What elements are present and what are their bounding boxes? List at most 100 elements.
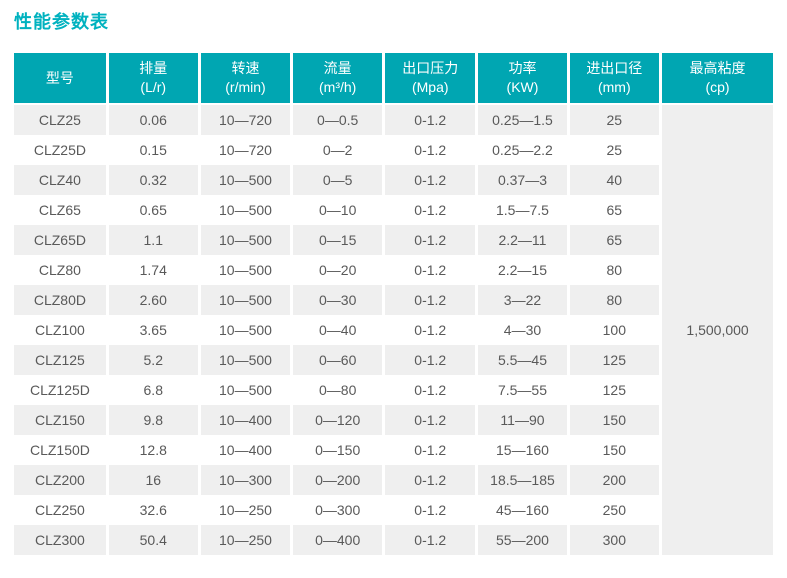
cell-speed: 10—500	[199, 315, 294, 345]
cell-flow: 0—20	[291, 255, 386, 285]
cell-diameter: 125	[568, 345, 663, 375]
cell-pressure: 0-1.2	[383, 405, 479, 435]
cell-pressure: 0-1.2	[383, 285, 479, 315]
cell-pressure: 0-1.2	[383, 195, 479, 225]
cell-power: 0.25—1.5	[476, 104, 570, 135]
cell-diameter: 250	[568, 495, 663, 525]
cell-power: 7.5—55	[476, 375, 570, 405]
cell-model: CLZ25D	[14, 135, 109, 165]
table-row: CLZ300 50.4 10—250 0—400 0-1.2 55—200 30…	[14, 525, 773, 555]
column-header-model: 型号	[14, 53, 109, 105]
cell-model: CLZ65	[14, 195, 109, 225]
cell-pressure: 0-1.2	[383, 435, 479, 465]
column-header-flow: 流量 (m³/h)	[291, 53, 386, 105]
column-header-port-diameter: 进出口径 (mm)	[568, 53, 663, 105]
cell-power: 18.5—185	[476, 465, 570, 495]
table-row: CLZ150 9.8 10—400 0—120 0-1.2 11—90 150	[14, 405, 773, 435]
cell-model: CLZ80	[14, 255, 109, 285]
header-row: 型号 排量 (L/r) 转速 (r/min) 流量 (m³/h) 出口压力 (Mpa) …	[14, 53, 773, 105]
cell-displacement: 0.32	[107, 165, 201, 195]
cell-max-viscosity: 1,500,000	[660, 104, 773, 555]
table-row: CLZ125 5.2 10—500 0—60 0-1.2 5.5—45 125	[14, 345, 773, 375]
cell-speed: 10—400	[199, 435, 294, 465]
cell-displacement: 0.15	[107, 135, 201, 165]
cell-speed: 10—500	[199, 285, 294, 315]
cell-pressure: 0-1.2	[383, 525, 479, 555]
cell-speed: 10—500	[199, 225, 294, 255]
cell-diameter: 150	[568, 405, 663, 435]
column-header-displacement: 排量 (L/r)	[107, 53, 201, 105]
cell-flow: 0—300	[291, 495, 386, 525]
cell-displacement: 5.2	[107, 345, 201, 375]
cell-power: 4—30	[476, 315, 570, 345]
cell-flow: 0—2	[291, 135, 386, 165]
cell-model: CLZ300	[14, 525, 109, 555]
cell-power: 1.5—7.5	[476, 195, 570, 225]
cell-displacement: 1.74	[107, 255, 201, 285]
table-row: CLZ250 32.6 10—250 0—300 0-1.2 45—160 25…	[14, 495, 773, 525]
table-row: CLZ100 3.65 10—500 0—40 0-1.2 4—30 100	[14, 315, 773, 345]
cell-flow: 0—120	[291, 405, 386, 435]
cell-pressure: 0-1.2	[383, 225, 479, 255]
table-row: CLZ80D 2.60 10—500 0—30 0-1.2 3—22 80	[14, 285, 773, 315]
cell-flow: 0—60	[291, 345, 386, 375]
cell-displacement: 50.4	[107, 525, 201, 555]
cell-diameter: 200	[568, 465, 663, 495]
cell-displacement: 0.65	[107, 195, 201, 225]
cell-pressure: 0-1.2	[383, 165, 479, 195]
cell-diameter: 65	[568, 195, 663, 225]
cell-diameter: 300	[568, 525, 663, 555]
cell-diameter: 65	[568, 225, 663, 255]
cell-displacement: 16	[107, 465, 201, 495]
cell-power: 55—200	[476, 525, 570, 555]
cell-flow: 0—15	[291, 225, 386, 255]
cell-model: CLZ65D	[14, 225, 109, 255]
cell-power: 45—160	[476, 495, 570, 525]
cell-diameter: 80	[568, 285, 663, 315]
cell-speed: 10—400	[199, 405, 294, 435]
cell-diameter: 100	[568, 315, 663, 345]
column-header-outlet-pressure: 出口压力 (Mpa)	[383, 53, 479, 105]
cell-power: 3—22	[476, 285, 570, 315]
cell-diameter: 25	[568, 135, 663, 165]
cell-flow: 0—30	[291, 285, 386, 315]
cell-model: CLZ150D	[14, 435, 109, 465]
cell-displacement: 0.06	[107, 104, 201, 135]
cell-flow: 0—400	[291, 525, 386, 555]
cell-pressure: 0-1.2	[383, 375, 479, 405]
cell-flow: 0—200	[291, 465, 386, 495]
cell-speed: 10—720	[199, 135, 294, 165]
cell-power: 0.37—3	[476, 165, 570, 195]
cell-flow: 0—80	[291, 375, 386, 405]
cell-power: 5.5—45	[476, 345, 570, 375]
column-header-power: 功率 (KW)	[476, 53, 570, 105]
table-row: CLZ40 0.32 10—500 0—5 0-1.2 0.37—3 40	[14, 165, 773, 195]
cell-displacement: 3.65	[107, 315, 201, 345]
cell-model: CLZ125D	[14, 375, 109, 405]
cell-displacement: 1.1	[107, 225, 201, 255]
cell-speed: 10—500	[199, 345, 294, 375]
cell-displacement: 12.8	[107, 435, 201, 465]
cell-model: CLZ40	[14, 165, 109, 195]
cell-pressure: 0-1.2	[383, 104, 479, 135]
table-row: CLZ150D 12.8 10—400 0—150 0-1.2 15—160 1…	[14, 435, 773, 465]
cell-power: 2.2—15	[476, 255, 570, 285]
cell-pressure: 0-1.2	[383, 255, 479, 285]
cell-pressure: 0-1.2	[383, 135, 479, 165]
cell-speed: 10—720	[199, 104, 294, 135]
cell-model: CLZ125	[14, 345, 109, 375]
cell-diameter: 40	[568, 165, 663, 195]
cell-diameter: 150	[568, 435, 663, 465]
cell-displacement: 6.8	[107, 375, 201, 405]
cell-model: CLZ100	[14, 315, 109, 345]
table-row: CLZ65D 1.1 10—500 0—15 0-1.2 2.2—11 65	[14, 225, 773, 255]
cell-pressure: 0-1.2	[383, 465, 479, 495]
cell-power: 0.25—2.2	[476, 135, 570, 165]
cell-speed: 10—500	[199, 195, 294, 225]
cell-speed: 10—500	[199, 255, 294, 285]
table-row: CLZ25D 0.15 10—720 0—2 0-1.2 0.25—2.2 25	[14, 135, 773, 165]
table-row: CLZ80 1.74 10—500 0—20 0-1.2 2.2—15 80	[14, 255, 773, 285]
cell-model: CLZ200	[14, 465, 109, 495]
cell-flow: 0—5	[291, 165, 386, 195]
